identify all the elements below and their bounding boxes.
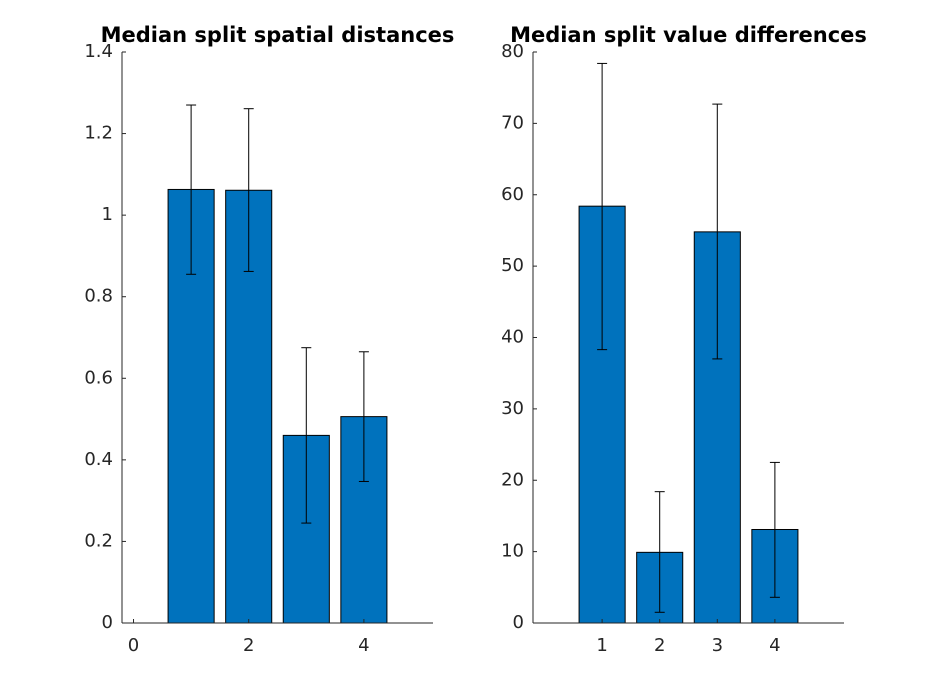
y-tick-label: 50 bbox=[501, 255, 524, 276]
x-tick-label: 1 bbox=[596, 635, 607, 656]
y-tick-label: 1 bbox=[102, 204, 113, 225]
x-tick-label: 3 bbox=[712, 635, 723, 656]
chart-value-differences: 0 10 20 30 40 50 60 70 80 1 2 3 4 Median split value … bbox=[501, 23, 867, 656]
y-tick-label: 0.4 bbox=[84, 449, 113, 470]
x-tick-label: 2 bbox=[243, 635, 254, 656]
y-tick-label: 0.8 bbox=[84, 286, 113, 307]
y-tick-label: 0.2 bbox=[84, 530, 113, 551]
y-tick-label: 0 bbox=[102, 612, 113, 633]
y-tick-label: 0 bbox=[513, 612, 524, 633]
chart-title: Median split spatial distances bbox=[101, 23, 455, 47]
x-tick-label: 4 bbox=[769, 635, 780, 656]
chart-spatial-distances: 0 0.2 0.4 0.6 0.8 1 1.2 1.4 0 2 4 Median split spat… bbox=[84, 23, 454, 656]
y-tick-label: 10 bbox=[501, 541, 524, 562]
x-tick-label: 0 bbox=[128, 635, 139, 656]
y-tick-label: 60 bbox=[501, 184, 524, 205]
y-tick-label: 20 bbox=[501, 469, 524, 490]
y-tick-label: 70 bbox=[501, 112, 524, 133]
y-tick-label: 0.6 bbox=[84, 367, 113, 388]
y-tick-label: 1.2 bbox=[84, 123, 113, 144]
x-tick-label: 4 bbox=[358, 635, 369, 656]
y-tick-label: 30 bbox=[501, 398, 524, 419]
x-tick-label: 2 bbox=[654, 635, 665, 656]
y-tick-label: 40 bbox=[501, 327, 524, 348]
y-tick-label: 80 bbox=[501, 41, 524, 62]
y-tick-label: 1.4 bbox=[84, 41, 113, 62]
chart-title: Median split value differences bbox=[510, 23, 867, 47]
